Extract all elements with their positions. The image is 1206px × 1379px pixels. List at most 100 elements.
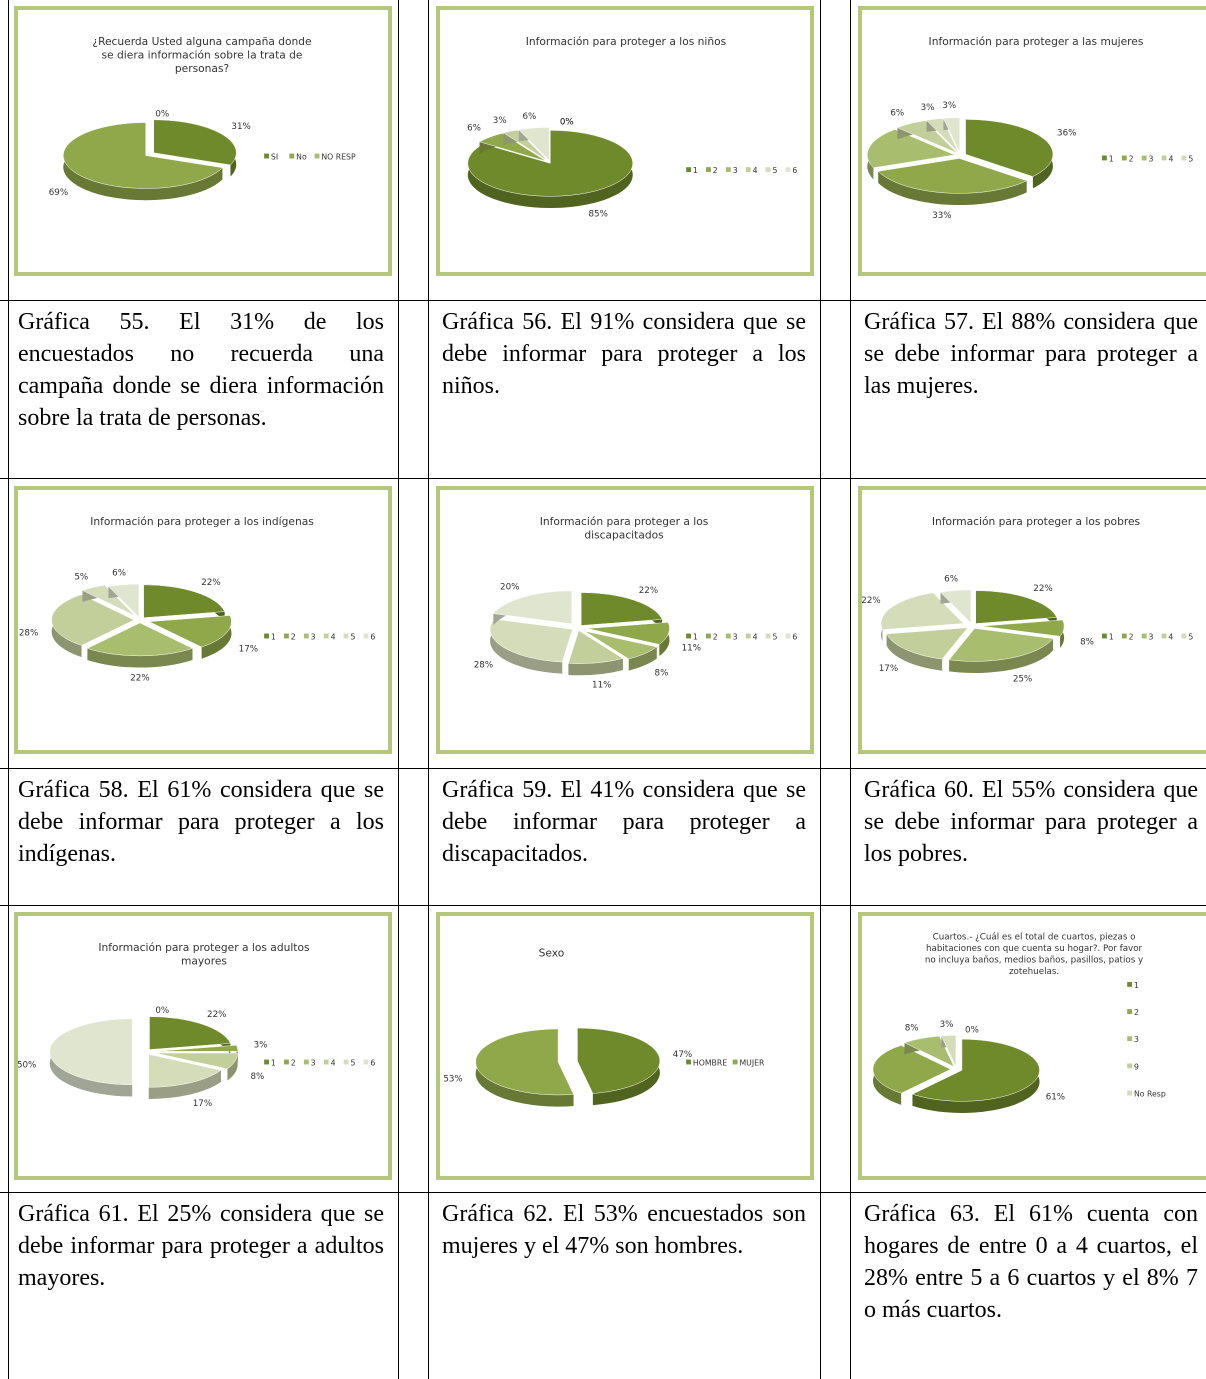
slice-label: 69% (49, 188, 68, 198)
caption-55: Gráfica 55. El 31% de los encuestados no… (18, 309, 384, 431)
pie-slice (948, 628, 1054, 662)
chart-57: Información para proteger a las mujeres 3… (858, 6, 1206, 276)
chart-title: Sexo (539, 947, 565, 960)
pie-slices (880, 589, 1065, 674)
grid-line (8, 0, 9, 1379)
pie-slice-side (886, 633, 943, 671)
legend-swatch (1101, 155, 1107, 161)
slice-label: 8% (655, 669, 669, 679)
chart-56: Información para proteger a los niños 85%… (436, 6, 814, 276)
chart-title: personas? (175, 62, 229, 75)
slice-label: 3% (254, 1040, 268, 1050)
chart-title: ¿Recuerda Usted alguna campaña donde (92, 35, 311, 48)
chart-legend: 1 2 3 4 5 (1101, 154, 1193, 163)
legend-swatch (1181, 633, 1187, 639)
chart-58: Información para proteger a los indígena… (14, 486, 392, 754)
pie-slice (896, 120, 958, 154)
legend-label: No (296, 152, 307, 161)
slice-label: 3% (493, 116, 507, 126)
legend-label: SI (271, 152, 278, 161)
slice-label: 3% (942, 101, 956, 111)
legend-label: 3 (733, 632, 738, 641)
legend-swatch (725, 633, 731, 639)
legend-swatch (314, 153, 320, 159)
caption-58: Gráfica 58. El 61% considera que se debe… (18, 777, 384, 867)
slice-label: 0% (560, 118, 574, 128)
pie-slice (911, 1038, 1040, 1102)
legend-label: 2 (291, 1058, 296, 1067)
pie-slice (81, 584, 136, 617)
legend-swatch (745, 167, 751, 173)
pie-slice-side (628, 646, 657, 671)
legend-label: 4 (331, 1058, 336, 1067)
chart-61: Información para proteger a los adultos m… (14, 912, 392, 1180)
caption-63: Gráfica 63. El 61% cuenta con hogares de… (864, 1201, 1198, 1323)
caption-56: Gráfica 56. El 91% considera que se debe… (442, 309, 806, 399)
legend-label: 3 (311, 1058, 316, 1067)
legend-label: 1 (693, 166, 698, 175)
pie-slice-side (659, 622, 670, 657)
slice-label: 22% (201, 578, 220, 588)
chart-title: Información para proteger a las mujeres (929, 35, 1144, 48)
legend-label: 2 (713, 632, 718, 641)
grid-line (850, 0, 851, 1379)
legend-swatch (725, 167, 731, 173)
legend-swatch (785, 633, 791, 639)
caption-59: Gráfica 59. El 41% considera que se debe… (442, 777, 806, 867)
chart-title: Información para proteger a los adultos (98, 941, 310, 954)
pie-slice (880, 592, 965, 630)
legend-swatch (264, 633, 269, 639)
pie-slice (943, 117, 961, 153)
slice-label: 11% (592, 680, 611, 690)
legend-swatch (1127, 1063, 1133, 1069)
legend-swatch (363, 1059, 369, 1065)
slice-label: 11% (682, 644, 701, 654)
slice-label: 3% (940, 1020, 954, 1030)
pie-slice-side (490, 619, 563, 674)
slice-label: 17% (879, 664, 898, 674)
slice-label: 6% (112, 569, 126, 579)
pie-slice (940, 589, 972, 624)
chart-legend: 1 2 3 4 5 6 (686, 632, 797, 641)
pie-slice (148, 1054, 222, 1088)
legend-label: 2 (291, 632, 296, 641)
legend-swatch (343, 633, 349, 639)
chart-title: Cuartos.- ¿Cuál es el total de cuartos, … (933, 932, 1136, 942)
legend-swatch (1121, 633, 1127, 639)
grid-line (0, 300, 1206, 301)
chart-legend: 1 2 3 4 5 6 (264, 632, 375, 641)
legend-label: 6 (792, 632, 797, 641)
legend-swatch (706, 167, 711, 173)
pie-slice (475, 1028, 574, 1096)
slice-label: 6% (522, 112, 536, 122)
slice-label: 50% (18, 1060, 36, 1070)
pie-slice-side (87, 648, 193, 668)
legend-swatch (1127, 1036, 1133, 1042)
legend-swatch (706, 633, 711, 639)
slice-label: 3% (921, 103, 935, 113)
slice-label: 6% (890, 108, 904, 118)
legend-label: 4 (1168, 154, 1173, 163)
grid-line (0, 768, 1206, 769)
legend-label: 2 (713, 166, 718, 175)
slice-label: 8% (1080, 637, 1094, 647)
chart-legend: 1 2 3 9 No Resp (1127, 981, 1166, 1098)
chart-title: Información para proteger a los niños (526, 35, 727, 48)
chart-legend: 1 2 3 4 5 (1101, 632, 1193, 641)
pie-slice (518, 127, 550, 162)
legend-swatch (732, 1059, 738, 1065)
chart-legend: HOMBRE MUJER (686, 1058, 765, 1067)
pie-slice (107, 583, 140, 618)
legend-swatch (686, 633, 691, 639)
grid-line (428, 0, 429, 1379)
legend-swatch (765, 167, 771, 173)
chart-63: Cuartos.- ¿Cuál es el total de cuartos, … (858, 912, 1206, 1180)
slice-label: 33% (932, 211, 951, 221)
legend-swatch (1141, 155, 1147, 161)
chart-60: Información para proteger a los pobres 22… (858, 486, 1206, 754)
legend-label: 5 (1188, 154, 1193, 163)
pie-slice (886, 627, 969, 660)
legend-swatch (765, 633, 771, 639)
chart-62: Sexo 47% 53% HOMBRE MUJER (436, 912, 814, 1180)
pie-slices (63, 119, 237, 201)
